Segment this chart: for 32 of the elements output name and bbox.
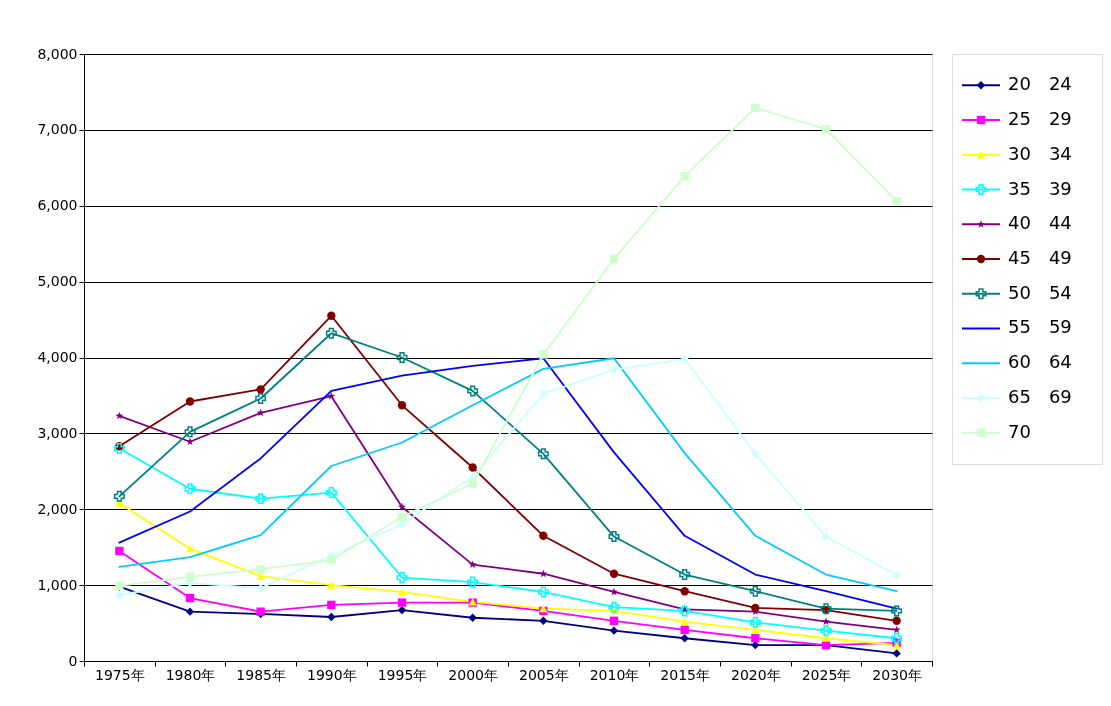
legend-label: 55 59 [1008,316,1072,338]
y-tick-label: 3,000 [37,424,78,441]
y-tick-label: 0 [68,652,78,669]
x-tick-label: 1980年 [165,666,216,683]
legend-label: 70 [1008,420,1031,442]
legend-label: 50 54 [1008,281,1072,303]
y-tick-label: 7,000 [37,121,78,138]
legend-label: 25 29 [1008,108,1072,130]
y-tick-label: 4,000 [37,349,78,365]
x-tick-label: 1985年 [236,666,286,683]
legend-label: 40 44 [1008,212,1072,234]
x-tick-label: 2030年 [872,666,922,683]
x-tick-label: 2005年 [519,666,569,683]
x-tick-label: 2020年 [731,666,781,683]
y-tick-label: 2,000 [37,500,78,517]
y-tick-label: 6,000 [37,197,78,214]
y-tick-label: 8,000 [37,45,78,62]
y-tick-label: 1,000 [37,576,78,593]
x-tick-label: 2025年 [801,666,852,683]
legend-label: 45 49 [1008,247,1072,268]
x-tick-label: 1990年 [307,666,357,683]
legend-label: 65 69 [1008,385,1072,407]
x-tick-label: 2000年 [448,666,498,683]
x-tick-label: 1995年 [377,666,428,683]
x-tick-label: 1975年 [95,666,145,683]
legend-label: 20 24 [1008,73,1072,95]
legend-label: 60 64 [1008,351,1072,373]
x-tick-label: 2010年 [589,666,640,683]
x-tick-label: 2015年 [660,666,710,683]
legend-label: 30 34 [1008,142,1072,164]
legend-label: 35 39 [1008,177,1072,199]
y-tick-label: 5,000 [37,273,78,290]
